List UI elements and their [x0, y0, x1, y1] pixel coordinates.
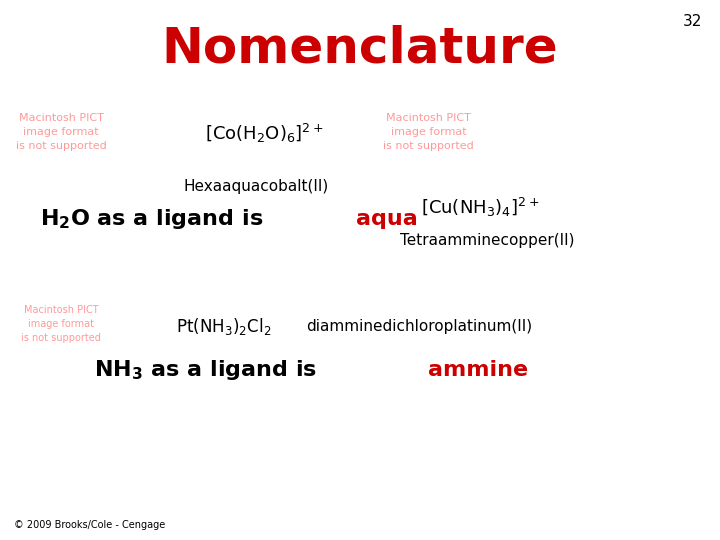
Text: diamminedichloroplatinum(II): diamminedichloroplatinum(II)	[306, 319, 532, 334]
Text: Nomenclature: Nomenclature	[162, 24, 558, 72]
Text: $\mathbf{NH_3}$ as a ligand is: $\mathbf{NH_3}$ as a ligand is	[94, 358, 318, 382]
Text: © 2009 Brooks/Cole - Cengage: © 2009 Brooks/Cole - Cengage	[14, 520, 166, 530]
Text: Macintosh PICT
image format
is not supported: Macintosh PICT image format is not suppo…	[16, 113, 107, 151]
Text: Macintosh PICT
image format
is not supported: Macintosh PICT image format is not suppo…	[22, 305, 101, 343]
Text: aqua: aqua	[356, 208, 418, 229]
Text: $[\mathrm{Cu(NH_3)_4}]^{2+}$: $[\mathrm{Cu(NH_3)_4}]^{2+}$	[421, 197, 539, 219]
Text: Tetraamminecopper(II): Tetraamminecopper(II)	[400, 233, 574, 248]
Text: $[\mathrm{Co(H_2O)_6}]^{2+}$: $[\mathrm{Co(H_2O)_6}]^{2+}$	[205, 122, 324, 145]
Text: 32: 32	[683, 14, 702, 29]
Text: ammine: ammine	[428, 360, 528, 380]
Text: $\mathrm{Pt(NH_3)_2Cl_2}$: $\mathrm{Pt(NH_3)_2Cl_2}$	[176, 316, 271, 337]
Text: $\mathbf{H_2O}$ as a ligand is: $\mathbf{H_2O}$ as a ligand is	[40, 207, 264, 231]
Text: Hexaaquacobalt(II): Hexaaquacobalt(II)	[184, 179, 329, 194]
Text: Macintosh PICT
image format
is not supported: Macintosh PICT image format is not suppo…	[383, 113, 474, 151]
